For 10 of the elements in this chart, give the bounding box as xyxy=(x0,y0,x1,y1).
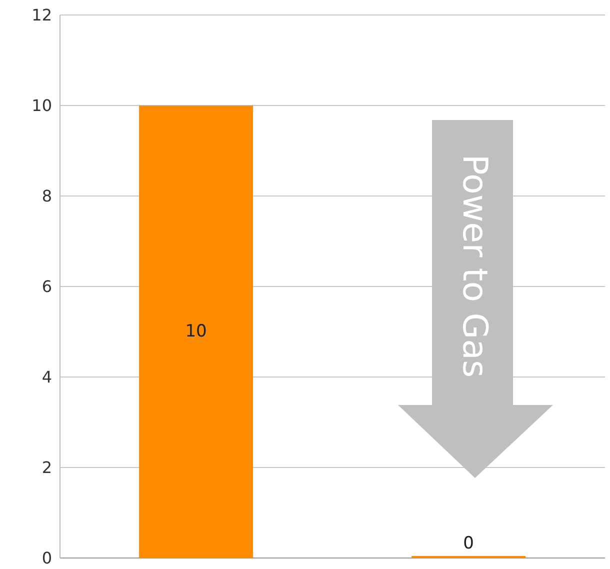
y-tick-label: 8 xyxy=(42,186,52,206)
annotation: Power to Gas xyxy=(454,154,495,378)
data-label: 0 xyxy=(463,534,474,554)
y-tick-label: 6 xyxy=(42,277,52,296)
y-tick-label: 4 xyxy=(42,368,52,387)
y-tick-label: 10 xyxy=(32,96,52,116)
y-tick-label: 2 xyxy=(42,458,52,478)
data-label: 10 xyxy=(185,321,207,342)
y-tick-label: 0 xyxy=(42,548,52,568)
y-tick-label: 12 xyxy=(32,6,52,25)
